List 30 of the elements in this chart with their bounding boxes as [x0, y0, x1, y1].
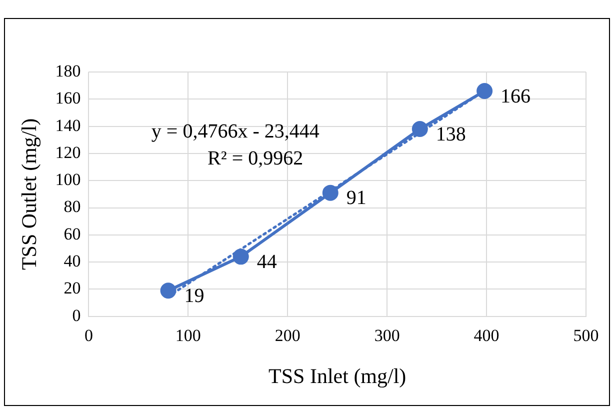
x-tick-label: 200 [274, 326, 300, 346]
annotation: y = 0,4766x - 23,444 [151, 120, 320, 142]
x-tick-label: 500 [573, 326, 599, 346]
annotation: R² = 0,9962 [207, 147, 304, 170]
data-label: 166 [500, 85, 531, 108]
point [476, 83, 493, 100]
point [232, 248, 249, 265]
x-tick-label: 0 [84, 326, 93, 346]
point [160, 282, 176, 299]
data-label: 44 [256, 250, 277, 273]
data-label: 19 [184, 284, 204, 307]
x-tick-label: 300 [374, 326, 400, 346]
y-tick-label: 80 [64, 197, 81, 216]
y-tick-label: 160 [55, 88, 81, 108]
y-axis-title: TSS Outlet (mg/l) [17, 118, 42, 270]
x-tick-label: 100 [175, 326, 201, 346]
y-tick-label: 0 [72, 306, 81, 325]
point [412, 121, 428, 138]
y-tick-label: 60 [64, 224, 81, 244]
y-tick-label: 180 [55, 61, 81, 80]
y-tick-label: 120 [55, 142, 81, 162]
data-label: 138 [436, 123, 466, 146]
y-tick-label: 20 [64, 278, 81, 298]
data-label: 91 [346, 187, 366, 210]
point [322, 184, 338, 201]
x-axis-title: TSS Inlet (mg/l) [268, 364, 406, 388]
y-tick-label: 140 [55, 116, 81, 135]
y-tick-label: 100 [55, 170, 81, 190]
x-tick-label: 400 [474, 326, 500, 346]
y-tick-label: 40 [64, 252, 81, 271]
